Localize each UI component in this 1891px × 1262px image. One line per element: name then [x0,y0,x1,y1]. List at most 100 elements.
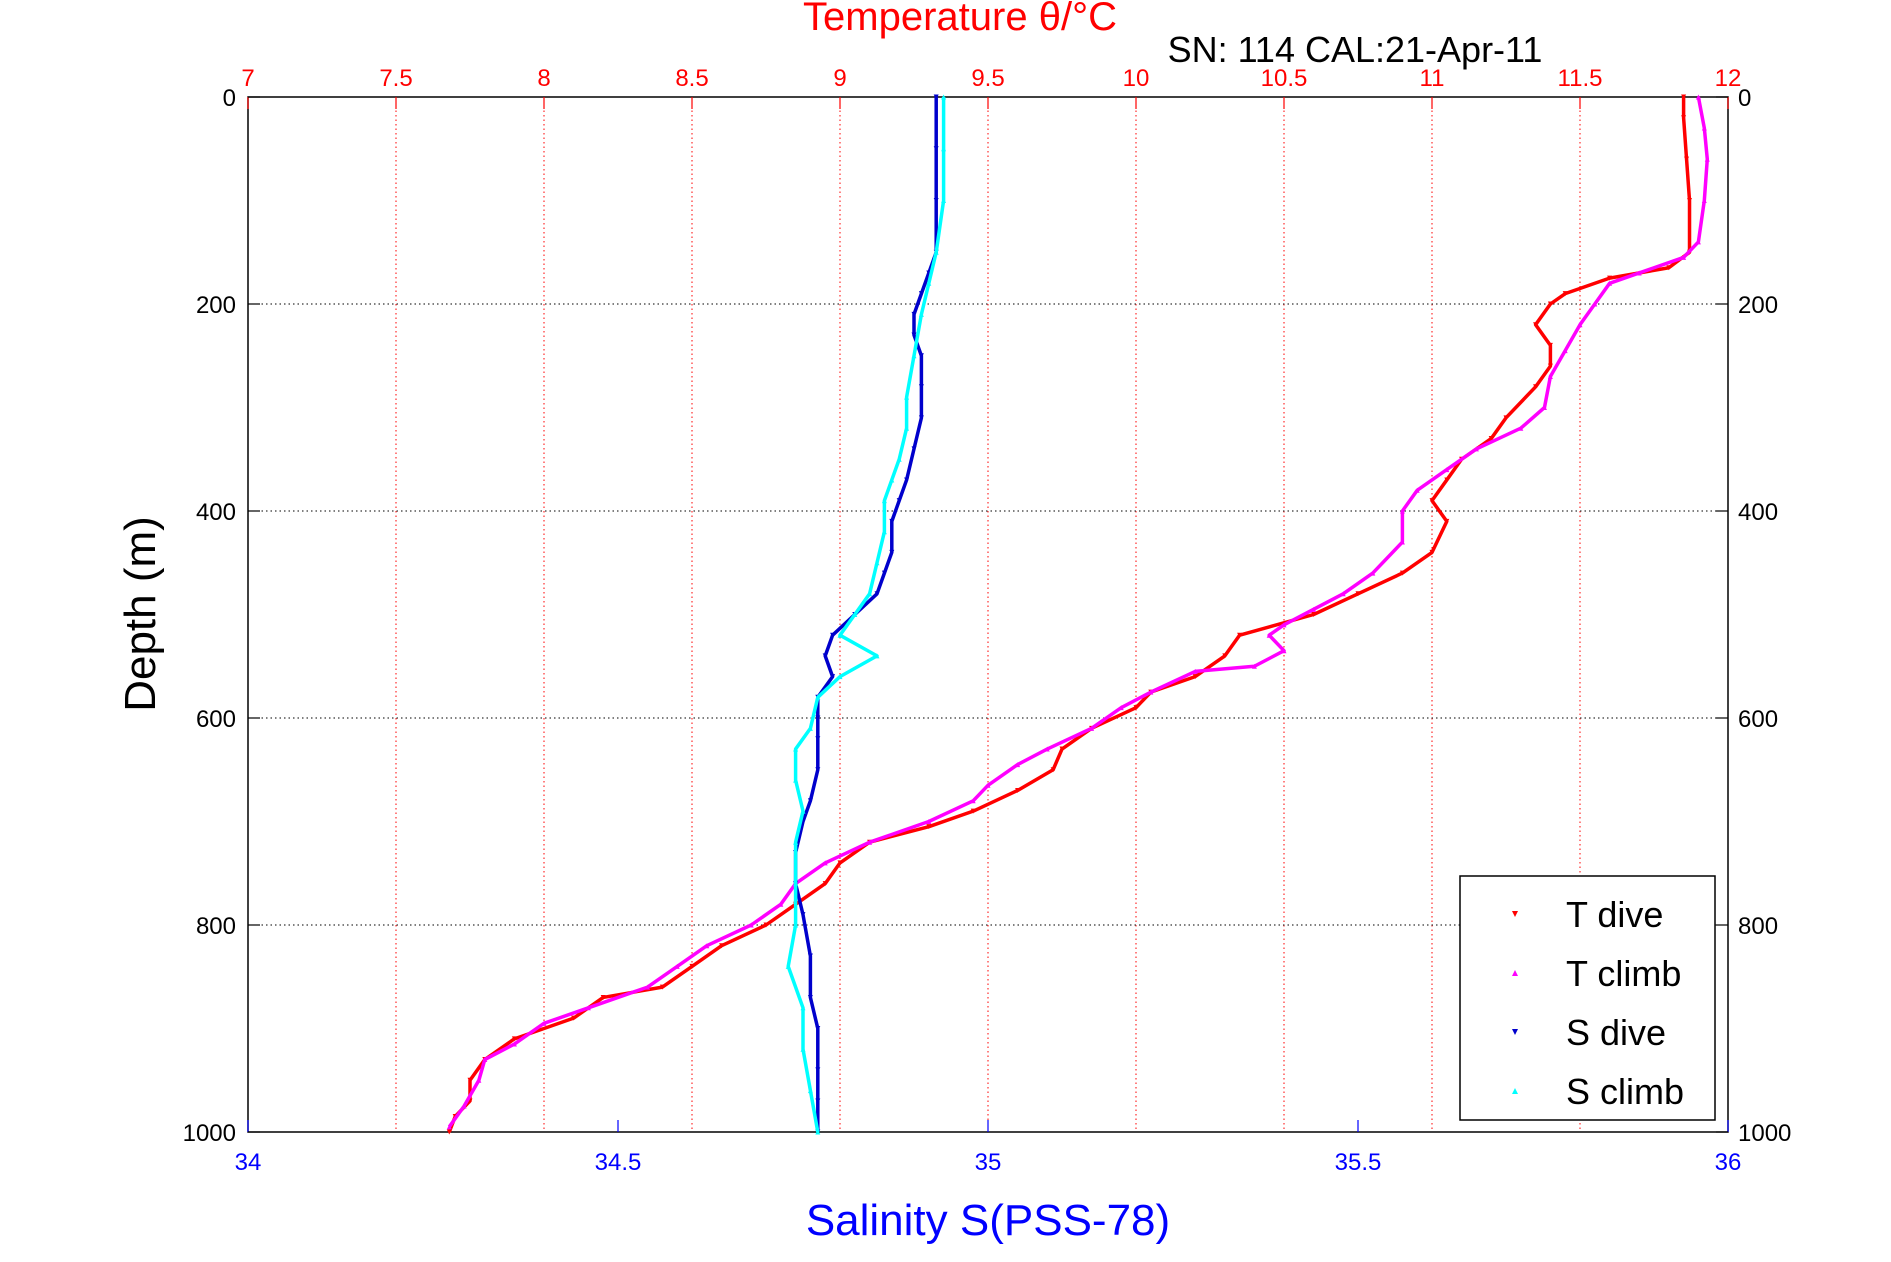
data-point [571,1015,577,1021]
data-point [800,1005,806,1011]
data-point [807,798,813,804]
data-point [1701,125,1707,131]
data-point [1059,746,1065,752]
legend-label: T dive [1566,894,1663,935]
series-s-climb [785,94,947,1135]
data-point [1518,425,1524,431]
y-axis-label: Depth (m) [116,516,165,712]
data-point [1687,198,1693,203]
data-point [815,1129,821,1135]
data-point [1281,622,1287,628]
data-point [889,477,895,483]
data-point [689,963,695,969]
salinity-tick-label: 34.5 [595,1149,642,1176]
data-point [926,824,932,830]
data-point [1192,668,1198,674]
data-point [1399,508,1405,514]
depth-tick-label-left: 0 [223,85,236,112]
data-point [1636,270,1642,276]
data-point [970,808,976,814]
data-point [822,653,828,659]
depth-tick-label-left: 1000 [183,1120,236,1147]
data-point [830,674,836,680]
data-point [585,1005,591,1011]
data-point [1681,254,1687,260]
data-point [815,1098,821,1104]
depth-tick-label-right: 1000 [1738,1120,1791,1147]
data-point [904,425,910,431]
salinity-tick-label: 35 [975,1149,1002,1176]
depth-tick-label-right: 400 [1738,499,1778,526]
data-point [904,477,910,483]
data-point [1547,301,1553,307]
data-point [659,984,665,990]
temperature-tick-label: 10 [1123,65,1150,92]
depth-axis-ticks-left: 0 200 400 600 800 1000 [183,85,260,1147]
data-point [904,394,910,400]
data-point [1444,467,1450,473]
data-point [1399,570,1405,576]
data-point [926,819,932,824]
data-point [911,446,917,452]
data-point [1237,632,1243,638]
data-point [467,1077,473,1083]
data-point [881,529,887,535]
data-point [867,591,873,597]
data-point [1089,725,1095,731]
data-point [1607,275,1613,281]
series-layer [446,94,1710,1135]
data-point [941,94,947,100]
data-point [985,782,991,788]
legend-marker [1512,970,1518,976]
salinity-axis-ticks: 34 34.5 35 35.5 36 [235,1120,1741,1176]
legend-label: T climb [1566,953,1681,994]
data-point [1355,591,1361,597]
data-point [1266,632,1272,638]
data-point [889,518,895,524]
data-point [763,922,769,928]
data-point [1015,787,1021,793]
data-point [837,632,843,638]
data-point [1666,265,1672,271]
series-t-climb [446,94,1710,1130]
data-point [1681,94,1687,100]
data-point [822,881,828,887]
data-point [889,549,895,555]
data-point [785,963,791,969]
data-point [1607,280,1613,286]
data-point [970,798,976,804]
data-point [911,311,917,317]
data-point [881,498,887,504]
data-point [1541,405,1547,410]
data-point [461,1103,467,1109]
data-point [1444,477,1450,483]
data-point [1488,436,1494,442]
depth-tick-label-right: 200 [1738,292,1778,319]
data-point [874,560,880,566]
data-point [807,994,813,1000]
temperature-tick-label: 9 [833,65,846,92]
temperature-tick-label: 10.5 [1261,65,1308,92]
data-point [446,1129,452,1135]
data-point [1695,239,1701,245]
data-point [837,860,843,866]
data-point [815,1067,821,1073]
temperature-tick-label: 7 [241,65,254,92]
depth-tick-label-left: 200 [196,292,236,319]
data-point [1414,487,1420,493]
data-point [793,881,799,887]
data-point [800,808,806,814]
data-point [1399,539,1405,545]
data-point [1429,549,1435,555]
data-point [918,415,924,421]
data-point [1044,746,1050,752]
data-point [815,1026,821,1031]
data-point [1533,384,1539,390]
data-point [1429,498,1435,504]
data-point [911,353,917,359]
data-point [941,146,947,152]
legend-label: S climb [1566,1071,1684,1112]
depth-tick-label-left: 800 [196,913,236,940]
data-point [815,715,821,721]
